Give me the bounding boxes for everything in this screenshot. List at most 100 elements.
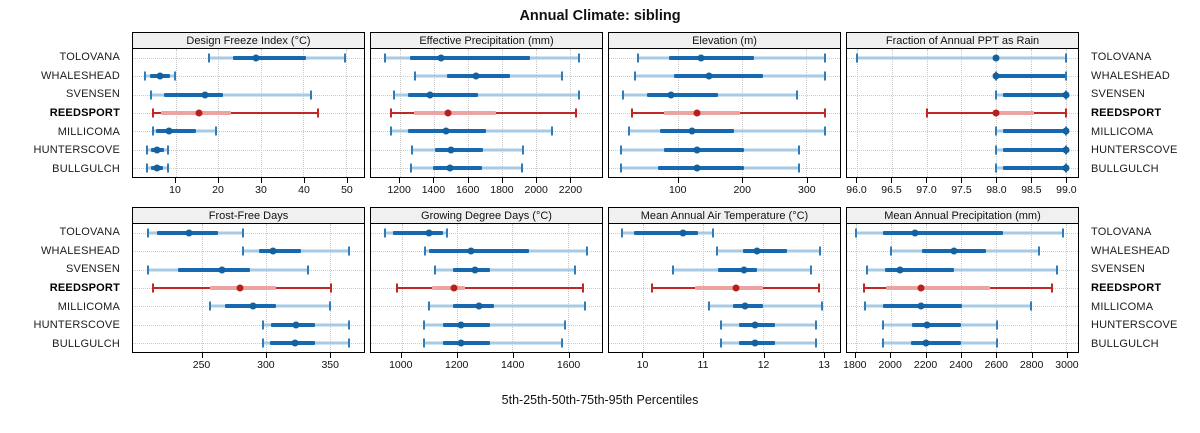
axis-tick-label: 13 <box>818 359 830 371</box>
axis-tick <box>824 353 826 358</box>
label-column-spacer <box>1084 353 1200 379</box>
axis-tick <box>856 178 858 183</box>
range-cap <box>583 301 586 311</box>
range-cap <box>574 108 577 118</box>
axis-tick <box>642 353 644 358</box>
range-cap <box>821 301 823 311</box>
range-cap <box>241 228 244 238</box>
median-dot <box>753 247 761 255</box>
iqr-line <box>996 74 1066 79</box>
iqr-line <box>432 165 483 170</box>
x-axis: 96.0 96.5 97.0 97.5 98.0 98.5 99.0 <box>846 178 1079 204</box>
panel-band-2: TOLOVANA WHALESHEAD SVENSEN REEDSPORT MILLIC… <box>0 207 1200 379</box>
x-axis: 1200 1400 1600 1800 2000 2200 <box>370 178 603 204</box>
grid-line-horizontal <box>371 233 602 235</box>
median-dot <box>165 127 173 135</box>
grid-line-horizontal <box>133 76 364 78</box>
panel-band-1: TOLOVANA WHALESHEAD SVENSEN REEDSPORT MILLIC… <box>0 32 1200 204</box>
iqr-line <box>163 92 224 97</box>
axis-tick-label: 50 <box>341 184 353 196</box>
iqr-line <box>1003 147 1066 152</box>
station-label-svensen: SVENSEN <box>1091 263 1145 276</box>
axis-tick-label: 98.0 <box>986 184 1007 196</box>
station-label-hunterscove: HUNTERSCOVE <box>1091 319 1178 332</box>
axis-tick <box>399 178 401 183</box>
range-cap <box>433 265 436 275</box>
range-cap <box>389 126 392 136</box>
median-dot <box>249 302 257 310</box>
axis-tick-label: 30 <box>255 184 267 196</box>
axis-tick-label: 2600 <box>984 359 1008 371</box>
range-cap <box>824 126 827 136</box>
range-cap <box>824 71 827 81</box>
median-dot <box>153 164 161 172</box>
range-cap <box>824 53 827 63</box>
range-cap <box>144 71 147 81</box>
median-dot <box>705 72 713 80</box>
station-label-hunterscove: HUNTERSCOVE <box>33 319 120 332</box>
percentile-range-line <box>393 93 580 97</box>
iqr-line <box>718 267 758 272</box>
axis-tick <box>217 178 219 183</box>
iqr-line <box>658 165 744 170</box>
percentile-range-line <box>434 268 575 272</box>
axis-tick <box>996 353 998 358</box>
axis-tick <box>996 178 998 183</box>
iqr-line <box>429 249 530 254</box>
range-cap <box>150 90 153 100</box>
station-labels-left: TOLOVANA WHALESHEAD SVENSEN REEDSPORT MILLIC… <box>0 32 127 204</box>
median-dot <box>751 321 759 329</box>
label-column-spacer <box>0 353 127 379</box>
axis-tick <box>501 178 503 183</box>
range-cap <box>306 265 309 275</box>
range-cap <box>1062 228 1065 238</box>
axis-tick <box>960 353 962 358</box>
median-dot <box>1062 164 1069 172</box>
panel-mean-annual-precipitation-mm: Mean Annual Precipitation (mm) 1800 2000 22… <box>843 207 1079 379</box>
median-dot <box>471 266 479 274</box>
range-cap <box>347 320 350 330</box>
axis-tick-label: 20 <box>212 184 224 196</box>
range-cap <box>622 90 625 100</box>
range-cap <box>241 246 244 256</box>
station-label-reedsport: REEDSPORT <box>49 107 120 120</box>
range-cap <box>564 320 567 330</box>
range-cap <box>317 108 320 118</box>
station-label-millicoma: MILLICOMA <box>57 125 120 138</box>
iqr-line <box>452 304 495 309</box>
iqr-line <box>393 231 444 236</box>
plot-area <box>846 224 1079 353</box>
panel-mean-annual-air-temperature-c: Mean Annual Air Temperature (°C) 10 11 12 13 <box>608 207 841 379</box>
range-cap <box>620 145 623 155</box>
axis-tick <box>467 178 469 183</box>
median-dot <box>218 266 226 274</box>
median-dot <box>236 284 244 292</box>
range-cap <box>995 320 998 330</box>
range-cap <box>174 71 177 81</box>
iqr-line <box>177 267 251 272</box>
percentile-range-line <box>153 112 319 114</box>
axis-tick <box>303 178 305 183</box>
range-cap <box>995 145 998 155</box>
label-column-spacer <box>1084 178 1200 204</box>
range-cap <box>1064 108 1067 118</box>
grid-line-horizontal <box>847 76 1078 78</box>
range-cap <box>815 320 817 330</box>
axis-tick-label: 98.5 <box>1021 184 1042 196</box>
station-label-whaleshead: WHALESHEAD <box>1091 69 1171 82</box>
axis-tick-label: 1400 <box>500 359 525 371</box>
median-dot <box>751 339 759 347</box>
median-dot <box>446 164 454 172</box>
median-dot <box>923 321 931 329</box>
station-label-whaleshead: WHALESHEAD <box>1091 244 1171 257</box>
range-cap <box>151 126 154 136</box>
label-column-spacer <box>0 207 127 223</box>
range-cap <box>561 338 564 348</box>
median-dot <box>447 146 455 154</box>
axis-tick-label: 10 <box>636 359 649 371</box>
label-column-spacer <box>0 178 127 204</box>
axis-tick <box>1031 178 1033 183</box>
range-cap <box>627 126 630 136</box>
median-dot <box>740 266 748 274</box>
grid-line-horizontal <box>847 149 1078 151</box>
